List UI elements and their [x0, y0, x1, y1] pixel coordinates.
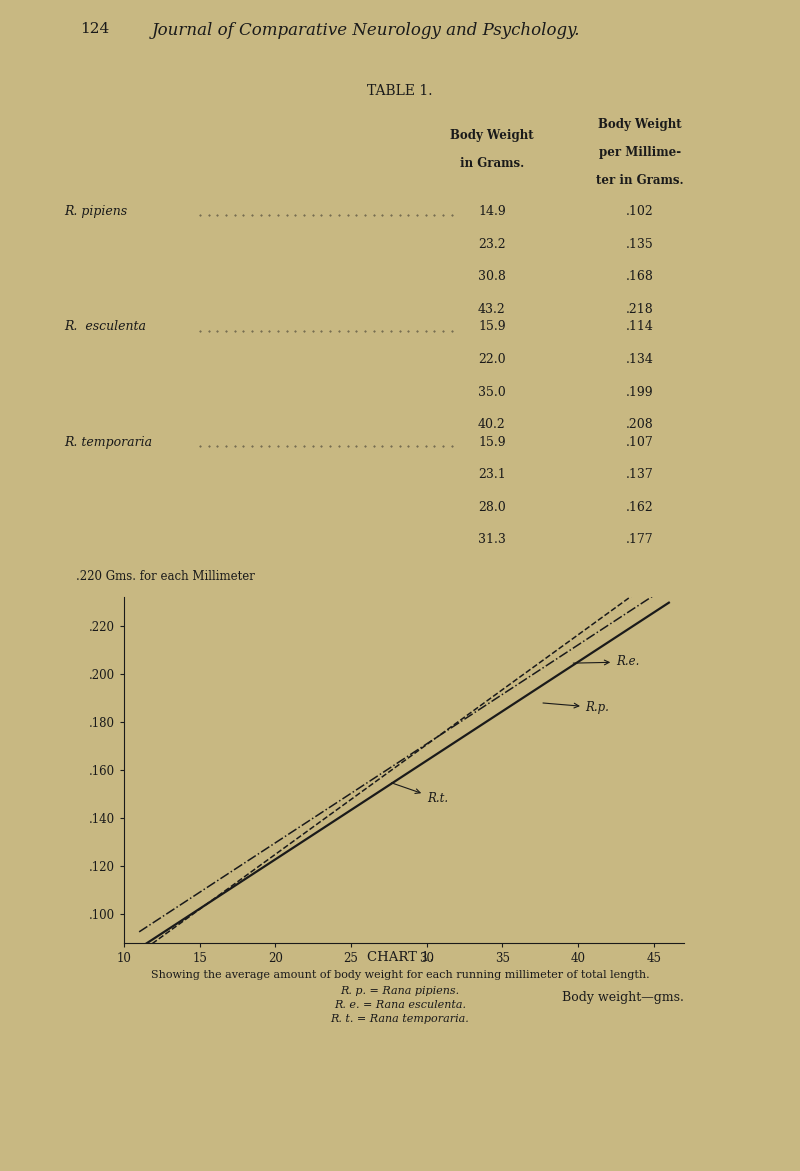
Text: 15.9: 15.9 — [478, 436, 506, 448]
Text: .134: .134 — [626, 352, 654, 367]
Text: 23.1: 23.1 — [478, 468, 506, 481]
Text: .162: .162 — [626, 501, 654, 514]
Text: in Grams.: in Grams. — [460, 157, 524, 171]
Text: .137: .137 — [626, 468, 654, 481]
Text: 15.9: 15.9 — [478, 321, 506, 334]
Text: 14.9: 14.9 — [478, 205, 506, 218]
Text: .102: .102 — [626, 205, 654, 218]
Text: 35.0: 35.0 — [478, 385, 506, 398]
Text: R. pipiens: R. pipiens — [64, 205, 127, 218]
Text: .114: .114 — [626, 321, 654, 334]
Text: R.  esculenta: R. esculenta — [64, 321, 146, 334]
Text: Showing the average amount of body weight for each running millimeter of total l: Showing the average amount of body weigh… — [150, 970, 650, 980]
Text: ter in Grams.: ter in Grams. — [596, 174, 684, 187]
Text: .168: .168 — [626, 271, 654, 283]
Text: Body weight—gms.: Body weight—gms. — [562, 991, 684, 1004]
Text: R. t. = Rana temporaria.: R. t. = Rana temporaria. — [330, 1014, 470, 1025]
Text: R. e. = Rana esculenta.: R. e. = Rana esculenta. — [334, 1000, 466, 1011]
Text: CHART 1.: CHART 1. — [366, 951, 434, 964]
Text: R.e.: R.e. — [574, 656, 639, 669]
Text: Journal of Comparative Neurology and Psychology.: Journal of Comparative Neurology and Psy… — [152, 22, 581, 40]
Text: Body Weight: Body Weight — [450, 129, 534, 143]
Text: 22.0: 22.0 — [478, 352, 506, 367]
Text: TABLE 1.: TABLE 1. — [367, 84, 433, 98]
Text: .135: .135 — [626, 238, 654, 251]
Text: 124: 124 — [80, 22, 110, 36]
Text: 31.3: 31.3 — [478, 534, 506, 547]
Text: .218: .218 — [626, 303, 654, 316]
Text: .107: .107 — [626, 436, 654, 448]
Text: 30.8: 30.8 — [478, 271, 506, 283]
Text: R.p.: R.p. — [543, 701, 610, 714]
Text: Body Weight: Body Weight — [598, 118, 682, 131]
Text: 23.2: 23.2 — [478, 238, 506, 251]
Text: .208: .208 — [626, 418, 654, 431]
Text: .199: .199 — [626, 385, 654, 398]
Text: .220 Gms. for each Millimeter: .220 Gms. for each Millimeter — [77, 570, 255, 583]
Text: .177: .177 — [626, 534, 654, 547]
Text: 28.0: 28.0 — [478, 501, 506, 514]
Text: 43.2: 43.2 — [478, 303, 506, 316]
Text: R. p. = Rana pipiens.: R. p. = Rana pipiens. — [341, 986, 459, 997]
Text: per Millime-: per Millime- — [599, 146, 681, 159]
Text: R. temporaria: R. temporaria — [64, 436, 152, 448]
Text: R.t.: R.t. — [391, 783, 448, 806]
Text: 40.2: 40.2 — [478, 418, 506, 431]
